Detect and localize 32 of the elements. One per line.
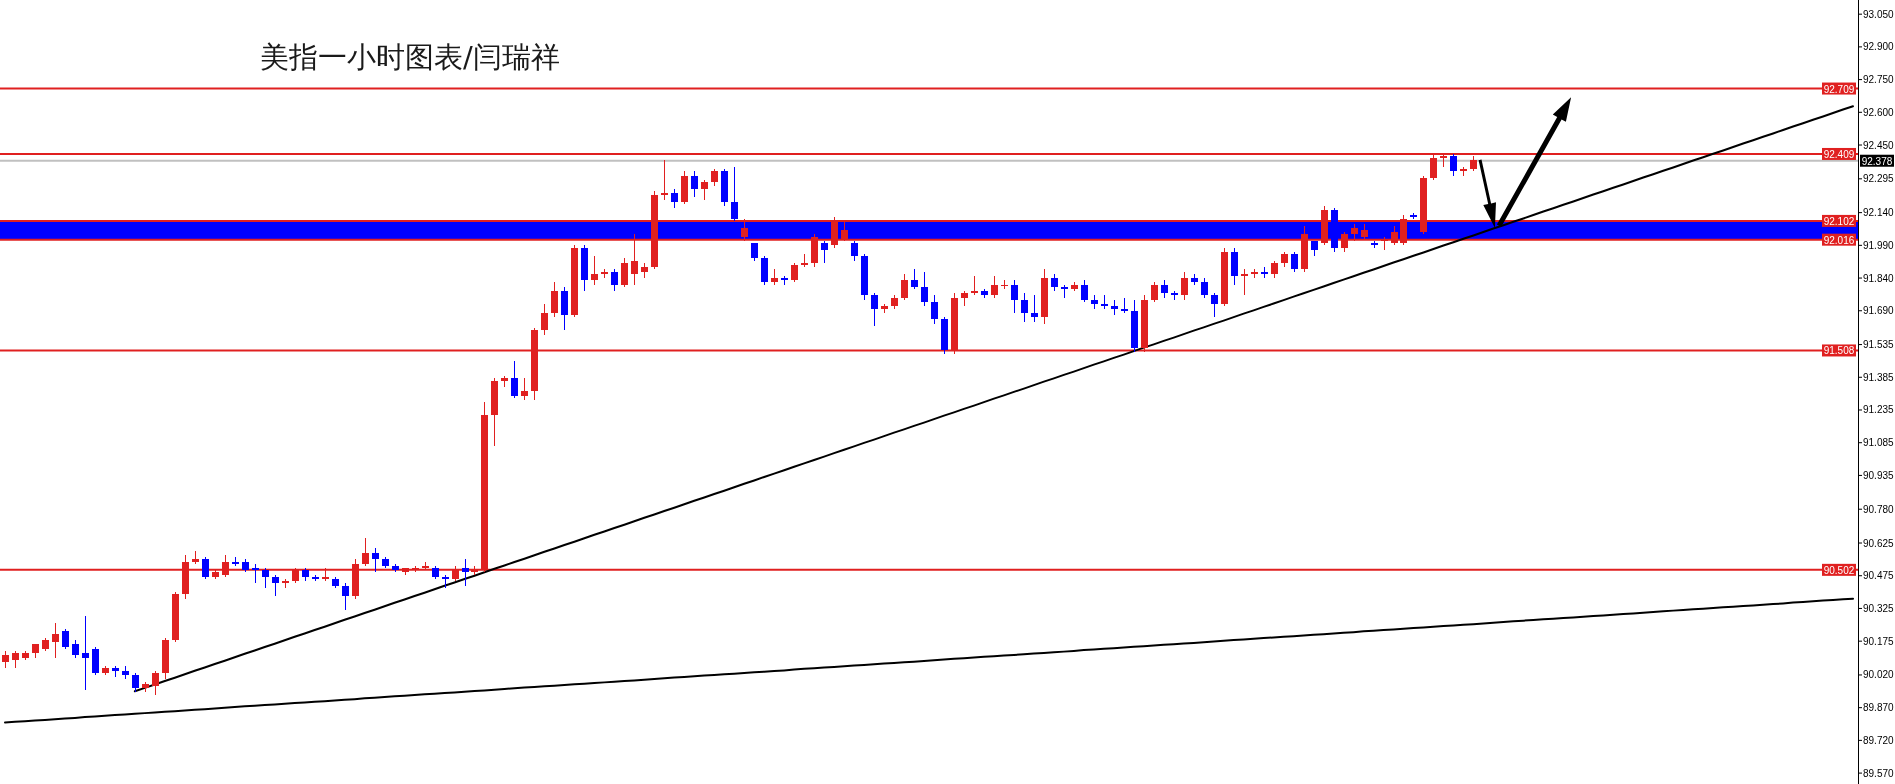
y-tick-label: 92.600 bbox=[1863, 106, 1895, 118]
y-tick-label: 92.140 bbox=[1863, 207, 1895, 219]
ref-line-label: 92.709 bbox=[1823, 83, 1855, 95]
ref-line-label: 92.016 bbox=[1823, 234, 1855, 246]
y-tick-label: 91.840 bbox=[1863, 272, 1895, 284]
y-tick-label: 89.720 bbox=[1863, 734, 1895, 746]
y-tick-label: 90.935 bbox=[1863, 469, 1895, 481]
y-tick-label: 91.235 bbox=[1863, 404, 1895, 416]
y-tick-label: 91.990 bbox=[1863, 239, 1895, 251]
y-tick-label: 90.020 bbox=[1863, 669, 1895, 681]
y-tick-label: 90.780 bbox=[1863, 503, 1895, 515]
y-tick-label: 90.625 bbox=[1863, 537, 1895, 549]
y-tick-label: 92.295 bbox=[1863, 173, 1895, 185]
y-tick-label: 90.325 bbox=[1863, 602, 1895, 614]
y-tick-label: 92.900 bbox=[1863, 41, 1895, 53]
ref-line-label: 92.409 bbox=[1823, 148, 1855, 160]
y-tick-label: 90.475 bbox=[1863, 570, 1895, 582]
ref-line-label: 92.102 bbox=[1823, 215, 1855, 227]
ref-line-label: 91.508 bbox=[1823, 344, 1855, 356]
y-tick-label: 91.690 bbox=[1863, 305, 1895, 317]
y-tick-label: 89.570 bbox=[1863, 767, 1895, 779]
y-tick-label: 93.050 bbox=[1863, 8, 1895, 20]
y-tick-label: 92.450 bbox=[1863, 139, 1895, 151]
ref-line-label: 90.502 bbox=[1823, 564, 1855, 576]
y-tick-label: 90.175 bbox=[1863, 635, 1895, 647]
y-tick-label: 91.535 bbox=[1863, 339, 1895, 351]
ref-line-label: 92.378 bbox=[1861, 155, 1893, 167]
y-tick-label: 92.750 bbox=[1863, 74, 1895, 86]
y-tick-label: 89.870 bbox=[1863, 702, 1895, 714]
y-tick-label: 91.385 bbox=[1863, 371, 1895, 383]
text: 美指一小时图表/闫瑞祥 bbox=[260, 40, 560, 74]
y-tick-label: 91.085 bbox=[1863, 437, 1895, 449]
